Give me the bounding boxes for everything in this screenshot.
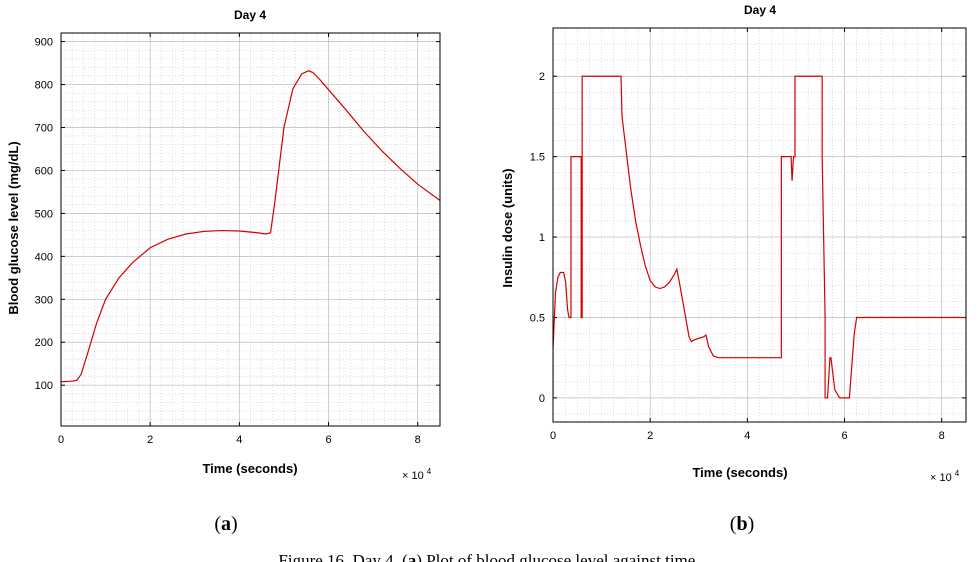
glucose-plot-frame: [60, 32, 441, 427]
y-tick-label: 1: [539, 232, 545, 244]
glucose-chart-title: Day 4: [234, 8, 266, 22]
x-tick-label: 8: [939, 430, 945, 442]
insulin-x-multiplier-exp: 4: [955, 469, 960, 478]
y-tick-label: 800: [35, 80, 53, 92]
glucose-y-axis-label: Blood glucose level (mg/dL): [6, 141, 21, 314]
panel-label-b: (b): [730, 513, 754, 535]
y-tick-label: 200: [35, 337, 53, 349]
panel-a-open: (: [214, 513, 221, 535]
insulin-chart-ticks: 0 2 4 6 8 0 0.5 1 1.5 2: [530, 28, 966, 442]
glucose-chart: Day 4 0 2 4 6 8 100 200 300 400 500 600 700 800 900 T…: [6, 8, 441, 482]
insulin-x-axis-label: Time (seconds): [692, 465, 787, 480]
glucose-series-line: [61, 70, 440, 383]
y-tick-label: 100: [35, 380, 53, 392]
x-tick-label: 0: [550, 430, 556, 442]
x-tick-label: 2: [647, 430, 653, 442]
y-tick-label: 0.5: [530, 312, 545, 324]
panel-label-a: (a): [214, 513, 237, 535]
glucose-x-multiplier: × 10 4: [402, 467, 432, 482]
glucose-x-multiplier-base: × 10: [402, 470, 424, 482]
insulin-chart: Day 4 0 2 4 6 8 0 0.5 1 1.5 2 Time (seconds) Insu…: [500, 3, 967, 484]
insulin-chart-title: Day 4: [744, 3, 776, 17]
y-tick-label: 2: [539, 71, 545, 83]
x-tick-label: 0: [58, 434, 64, 446]
insulin-chart-grid: [552, 27, 967, 422]
y-tick-label: 300: [35, 294, 53, 306]
glucose-x-axis-label: Time (seconds): [202, 461, 297, 476]
glucose-x-multiplier-exp: 4: [427, 467, 432, 476]
y-tick-label: 1.5: [530, 152, 545, 164]
x-tick-label: 4: [236, 434, 242, 446]
insulin-plot-frame: [552, 27, 967, 423]
insulin-y-axis-label: Insulin dose (units): [500, 168, 515, 287]
panel-b-close: ): [748, 513, 755, 535]
insulin-x-multiplier: × 10 4: [930, 469, 960, 484]
y-tick-label: 700: [35, 122, 53, 134]
caption-prefix: Figure 16. Day 4. (: [278, 551, 408, 562]
x-tick-label: 6: [841, 430, 847, 442]
y-tick-label: 600: [35, 165, 53, 177]
caption-suffix: ) Plot of blood glucose level against ti…: [416, 551, 699, 562]
y-tick-label: 400: [35, 251, 53, 263]
panel-a-letter: a: [221, 513, 231, 535]
y-tick-label: 900: [35, 37, 53, 49]
insulin-x-multiplier-base: × 10: [930, 472, 952, 484]
x-tick-label: 4: [744, 430, 750, 442]
panel-b-letter: b: [736, 513, 747, 535]
y-tick-label: 0: [539, 393, 545, 405]
glucose-chart-grid: [60, 32, 441, 426]
caption-letter: a: [408, 551, 417, 562]
figure-caption: Figure 16. Day 4. (a) Plot of blood gluc…: [278, 551, 699, 562]
panel-a-close: ): [231, 513, 238, 535]
glucose-chart-ticks: 0 2 4 6 8 100 200 300 400 500 600 700 800 900: [35, 33, 440, 446]
x-tick-label: 2: [147, 434, 153, 446]
y-tick-label: 500: [35, 208, 53, 220]
insulin-series-line: [553, 75, 966, 399]
panel-b-open: (: [730, 513, 737, 535]
x-tick-label: 8: [415, 434, 421, 446]
x-tick-label: 6: [325, 434, 331, 446]
